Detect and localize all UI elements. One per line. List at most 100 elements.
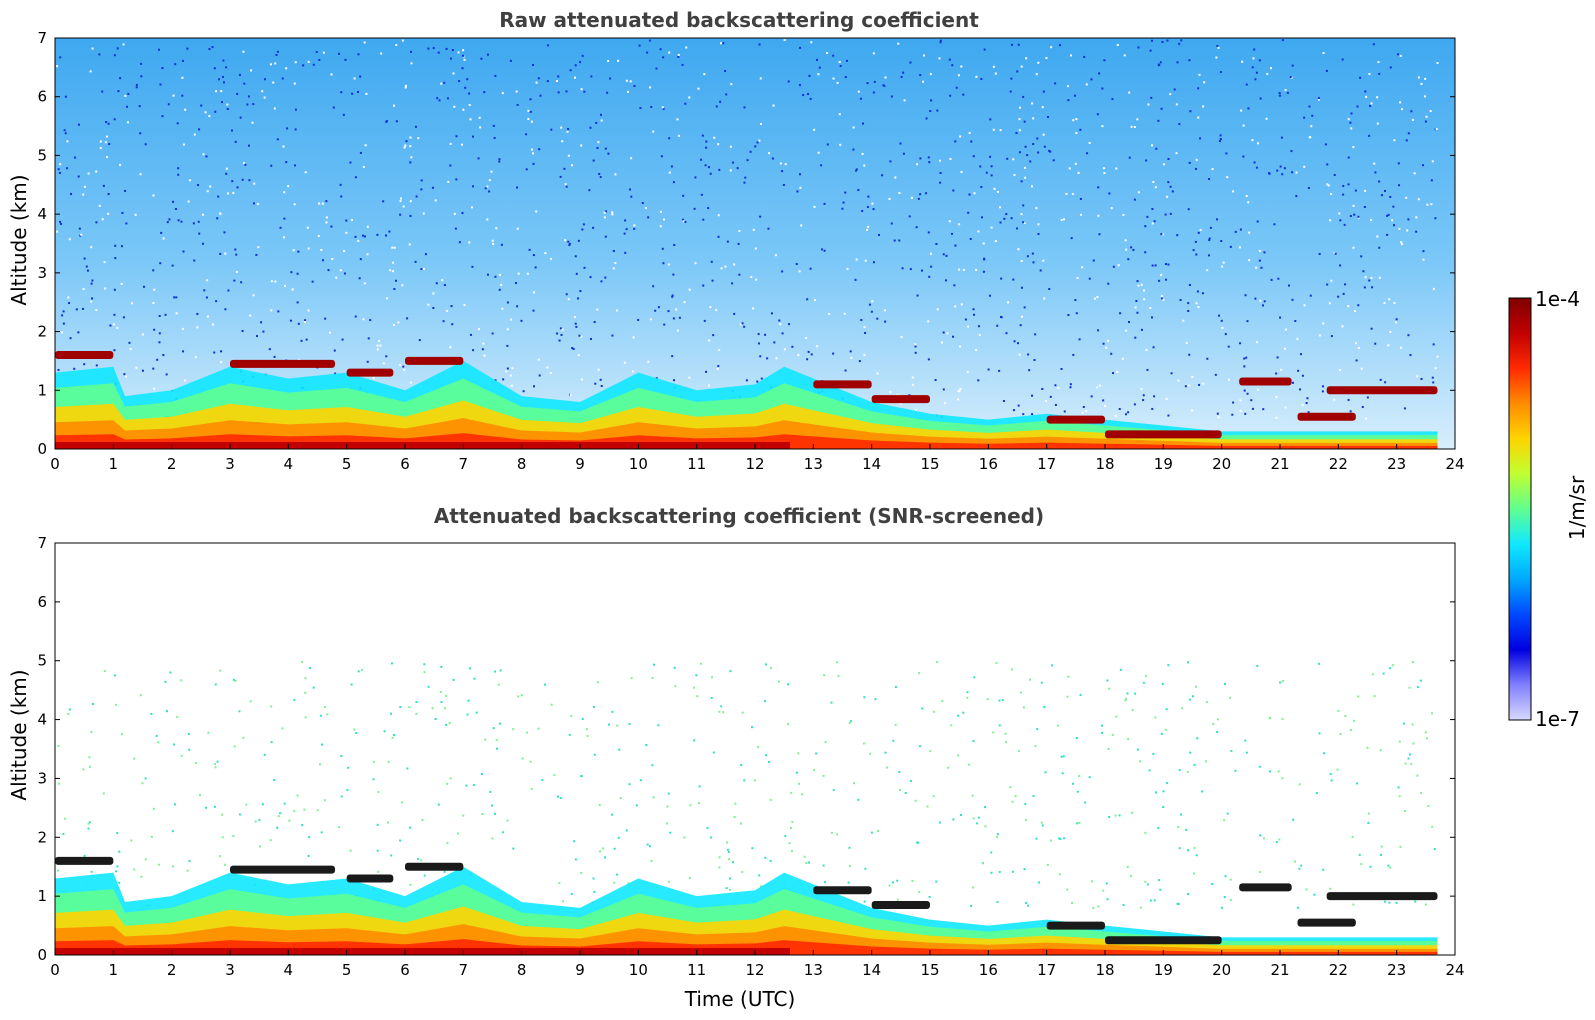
top-cloud-segment xyxy=(871,395,930,404)
bottom-x-tick-label: 21 xyxy=(1270,961,1289,979)
top-x-tick-label: 0 xyxy=(50,455,60,473)
top-x-tick-label: 22 xyxy=(1329,455,1348,473)
bottom-x-tick-label: 4 xyxy=(284,961,294,979)
bottom-y-tick-label: 7 xyxy=(37,534,47,552)
bottom-x-tick-label: 15 xyxy=(920,961,939,979)
x-axis-label: Time (UTC) xyxy=(684,987,796,1011)
bottom-cloud-segment xyxy=(1046,921,1105,930)
top-cloud-segment xyxy=(813,380,872,389)
bottom-panel-title: Attenuated backscattering coefficient (S… xyxy=(434,504,1044,528)
bottom-cloud-segment xyxy=(1297,918,1356,927)
top-x-tick-label: 13 xyxy=(804,455,823,473)
bottom-cloud-segment xyxy=(230,865,335,874)
top-x-tick-label: 15 xyxy=(920,455,939,473)
bottom-x-tick-label: 3 xyxy=(225,961,235,979)
top-cloud-segment xyxy=(1297,412,1356,421)
bottom-axis-ticks: 0 1 2 3 4 5 6 7 8 9 10 11 12 13 14 15 16 17 18 19 20 21 22 23 24… xyxy=(37,534,1464,979)
bottom-x-tick-label: 2 xyxy=(167,961,177,979)
bottom-y-tick-label: 4 xyxy=(37,711,47,729)
top-x-tick-label: 8 xyxy=(517,455,527,473)
top-x-tick-label: 18 xyxy=(1095,455,1114,473)
top-cloud-segment xyxy=(1046,415,1105,424)
bottom-y-tick-label: 5 xyxy=(37,652,47,670)
bottom-x-tick-label: 1 xyxy=(109,961,119,979)
top-x-tick-label: 5 xyxy=(342,455,352,473)
top-x-tick-label: 1 xyxy=(109,455,119,473)
bottom-y-axis-label: Altitude (km) xyxy=(7,669,31,800)
top-x-tick-label: 6 xyxy=(400,455,410,473)
bottom-cloud-segment xyxy=(1239,883,1292,892)
bottom-x-tick-label: 5 xyxy=(342,961,352,979)
bottom-cloud-segment xyxy=(871,900,930,909)
top-cloud-segment xyxy=(1326,386,1438,395)
bottom-y-tick-label: 1 xyxy=(37,887,47,905)
top-cloud-segment xyxy=(1105,430,1222,439)
bottom-x-tick-label: 12 xyxy=(745,961,764,979)
top-plot-area xyxy=(54,37,1456,450)
bottom-x-tick-label: 22 xyxy=(1329,961,1348,979)
colorbar: 1e-4 1e-7 1/m/sr xyxy=(1508,287,1589,731)
top-x-tick-label: 7 xyxy=(459,455,469,473)
top-x-tick-label: 21 xyxy=(1270,455,1289,473)
top-x-tick-label: 11 xyxy=(687,455,706,473)
bottom-cloud-layers xyxy=(55,856,1438,945)
top-y-tick-label: 5 xyxy=(37,146,47,164)
bottom-cloud-segment xyxy=(405,862,464,871)
bottom-cloud-segment xyxy=(1326,892,1438,901)
bottom-x-tick-label: 13 xyxy=(804,961,823,979)
bottom-x-tick-label: 16 xyxy=(979,961,998,979)
bottom-x-tick-label: 23 xyxy=(1387,961,1406,979)
top-x-tick-label: 14 xyxy=(862,455,881,473)
top-axis-ticks: 0 1 2 3 4 5 6 7 8 9 10 11 12 13 14 15 16 17 18 19 20 21 22 23 24… xyxy=(37,29,1464,473)
bottom-x-tick-label: 11 xyxy=(687,961,706,979)
bottom-cloud-segment xyxy=(1105,936,1222,945)
bottom-x-tick-label: 24 xyxy=(1445,961,1464,979)
top-x-tick-label: 24 xyxy=(1445,455,1464,473)
bottom-cloud-segment xyxy=(346,874,394,883)
top-x-tick-label: 10 xyxy=(629,455,648,473)
top-y-tick-label: 1 xyxy=(37,381,47,399)
top-x-tick-label: 20 xyxy=(1212,455,1231,473)
top-x-tick-label: 2 xyxy=(167,455,177,473)
top-cloud-segment xyxy=(1239,377,1292,386)
bottom-panel: Attenuated backscattering coefficient (S… xyxy=(7,504,1465,1011)
top-x-tick-label: 16 xyxy=(979,455,998,473)
top-cloud-layers xyxy=(55,351,1438,439)
colorbar-gradient xyxy=(1508,297,1532,721)
top-cloud-segment xyxy=(230,359,335,368)
top-x-tick-label: 9 xyxy=(575,455,585,473)
top-panel: Raw attenuated backscattering coefficien… xyxy=(7,8,1465,473)
bottom-y-tick-label: 3 xyxy=(37,769,47,787)
bottom-x-tick-label: 20 xyxy=(1212,961,1231,979)
top-x-tick-label: 3 xyxy=(225,455,235,473)
top-y-tick-label: 3 xyxy=(37,264,47,282)
bottom-y-tick-label: 0 xyxy=(37,946,47,964)
top-boundary-layer xyxy=(55,360,1438,449)
bottom-x-tick-label: 10 xyxy=(629,961,648,979)
top-x-tick-label: 12 xyxy=(745,455,764,473)
top-x-tick-label: 4 xyxy=(284,455,294,473)
bottom-cloud-segment xyxy=(813,886,872,895)
bottom-y-tick-label: 6 xyxy=(37,593,47,611)
top-x-tick-label: 19 xyxy=(1154,455,1173,473)
bottom-x-tick-label: 0 xyxy=(50,961,60,979)
bottom-y-tick-label: 2 xyxy=(37,828,47,846)
top-y-tick-label: 7 xyxy=(37,29,47,47)
bottom-x-tick-label: 8 xyxy=(517,961,527,979)
bottom-x-tick-label: 17 xyxy=(1037,961,1056,979)
top-cloud-segment xyxy=(405,356,464,365)
colorbar-min-label: 1e-7 xyxy=(1535,707,1580,731)
top-x-tick-label: 17 xyxy=(1037,455,1056,473)
top-x-tick-label: 23 xyxy=(1387,455,1406,473)
top-y-tick-label: 6 xyxy=(37,88,47,106)
bottom-cloud-segment xyxy=(55,856,114,865)
top-cloud-segment xyxy=(346,368,394,377)
bottom-x-tick-label: 14 xyxy=(862,961,881,979)
bottom-plot-area xyxy=(54,542,1456,956)
bottom-x-tick-label: 19 xyxy=(1154,961,1173,979)
top-y-tick-label: 0 xyxy=(37,440,47,458)
top-cloud-segment xyxy=(55,351,114,360)
colorbar-unit-label: 1/m/sr xyxy=(1565,475,1589,540)
top-panel-title: Raw attenuated backscattering coefficien… xyxy=(499,8,979,32)
